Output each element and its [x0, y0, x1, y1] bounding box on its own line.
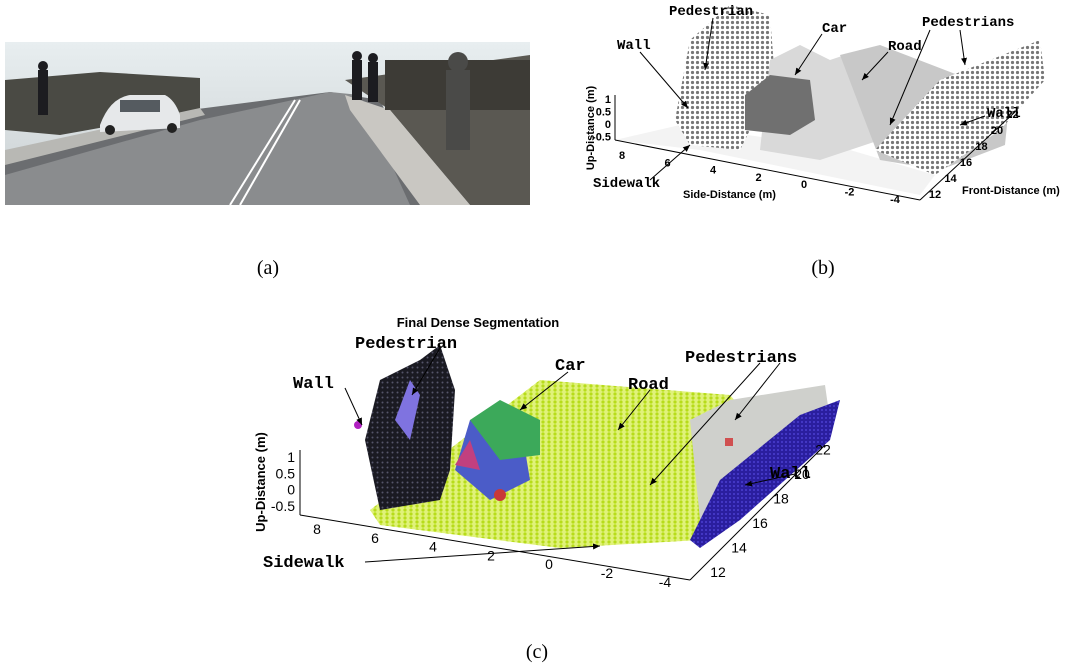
object-label: Pedestrians [685, 349, 797, 368]
tick-label: 0.5 [596, 107, 611, 119]
tick-label: 4 [429, 539, 437, 555]
pedestrians-part [368, 62, 378, 102]
object-label: Road [888, 39, 922, 55]
tick-label: 12 [929, 189, 941, 201]
object-label: Car [555, 357, 586, 376]
object-label: Sidewalk [263, 554, 345, 573]
tick-label: 20 [794, 466, 810, 482]
leader-line [640, 52, 688, 108]
tick-label: 18 [975, 141, 987, 153]
tick-label: -2 [601, 565, 614, 581]
pedestrians-part [446, 70, 470, 150]
leader-line [345, 388, 362, 425]
axis-title: Up-Distance (m) [585, 85, 597, 170]
tick-label: 14 [731, 540, 747, 556]
axis-title: Front-Distance (m) [962, 185, 1060, 197]
tick-label: 2 [755, 172, 761, 184]
tick-label: 1 [605, 94, 611, 106]
tick-label: 22 [815, 442, 831, 458]
object-label: Pedestrian [355, 335, 457, 354]
axis-title: Up-Distance (m) [253, 432, 268, 532]
object-label: Pedestrians [922, 15, 1014, 31]
tick-label: -4 [659, 574, 672, 590]
pedestrians-part [448, 52, 468, 72]
tick-label: 18 [773, 491, 789, 507]
tick-label: 20 [991, 125, 1003, 137]
tick-label: -0.5 [271, 498, 295, 514]
tick-label: 8 [313, 521, 321, 537]
object-label: Car [822, 21, 847, 37]
car-part [105, 125, 115, 135]
tick-label: -2 [845, 187, 855, 199]
leader-line [960, 30, 965, 65]
tick-label: 12 [710, 564, 726, 580]
car-part [120, 100, 160, 112]
figure: (a) Wall Pedestrian Car Road Pedestrians… [0, 0, 1069, 671]
object-label: Wall [293, 375, 334, 394]
object-label: Sidewalk [593, 176, 660, 192]
segmentation-part [494, 489, 506, 501]
axis-title: Side-Distance (m) [683, 189, 776, 201]
tick-label: 2 [487, 547, 495, 563]
caption: (c) [526, 641, 548, 663]
object-label: Wall [617, 38, 651, 54]
tick-label: 0 [801, 179, 807, 191]
pedestrians-part [352, 60, 362, 100]
photo [5, 42, 530, 205]
tick-label: 8 [619, 150, 625, 162]
tick-label: 1 [287, 449, 295, 465]
object-label: Road [628, 376, 669, 395]
pedestrians-part [368, 53, 378, 63]
tick-label: 6 [371, 530, 379, 546]
tick-label: 4 [710, 165, 717, 177]
chart-title: Final Dense Segmentation [397, 315, 560, 330]
tick-label: 0 [605, 119, 611, 131]
caption: (a) [257, 257, 279, 279]
object-label: Pedestrian [669, 4, 753, 20]
tick-label: 0 [545, 556, 553, 572]
tick-label: 22 [1006, 109, 1018, 121]
caption: (b) [811, 257, 834, 279]
tick-label: 16 [960, 157, 972, 169]
tick-label: 0.5 [276, 465, 296, 481]
car-part [167, 123, 177, 133]
tick-label: 6 [664, 157, 670, 169]
pedestrians-part [38, 61, 48, 71]
tick-label: -0.5 [592, 132, 611, 144]
tick-labels: 10.50-0.5 [271, 449, 295, 514]
tick-label: -4 [890, 194, 901, 206]
pedestrians-part [38, 70, 48, 115]
segmentation-part [725, 438, 733, 446]
tick-label: 0 [287, 482, 295, 498]
pedestrians-part [352, 51, 362, 61]
tick-label: 16 [752, 515, 768, 531]
tick-label: 14 [944, 173, 957, 185]
